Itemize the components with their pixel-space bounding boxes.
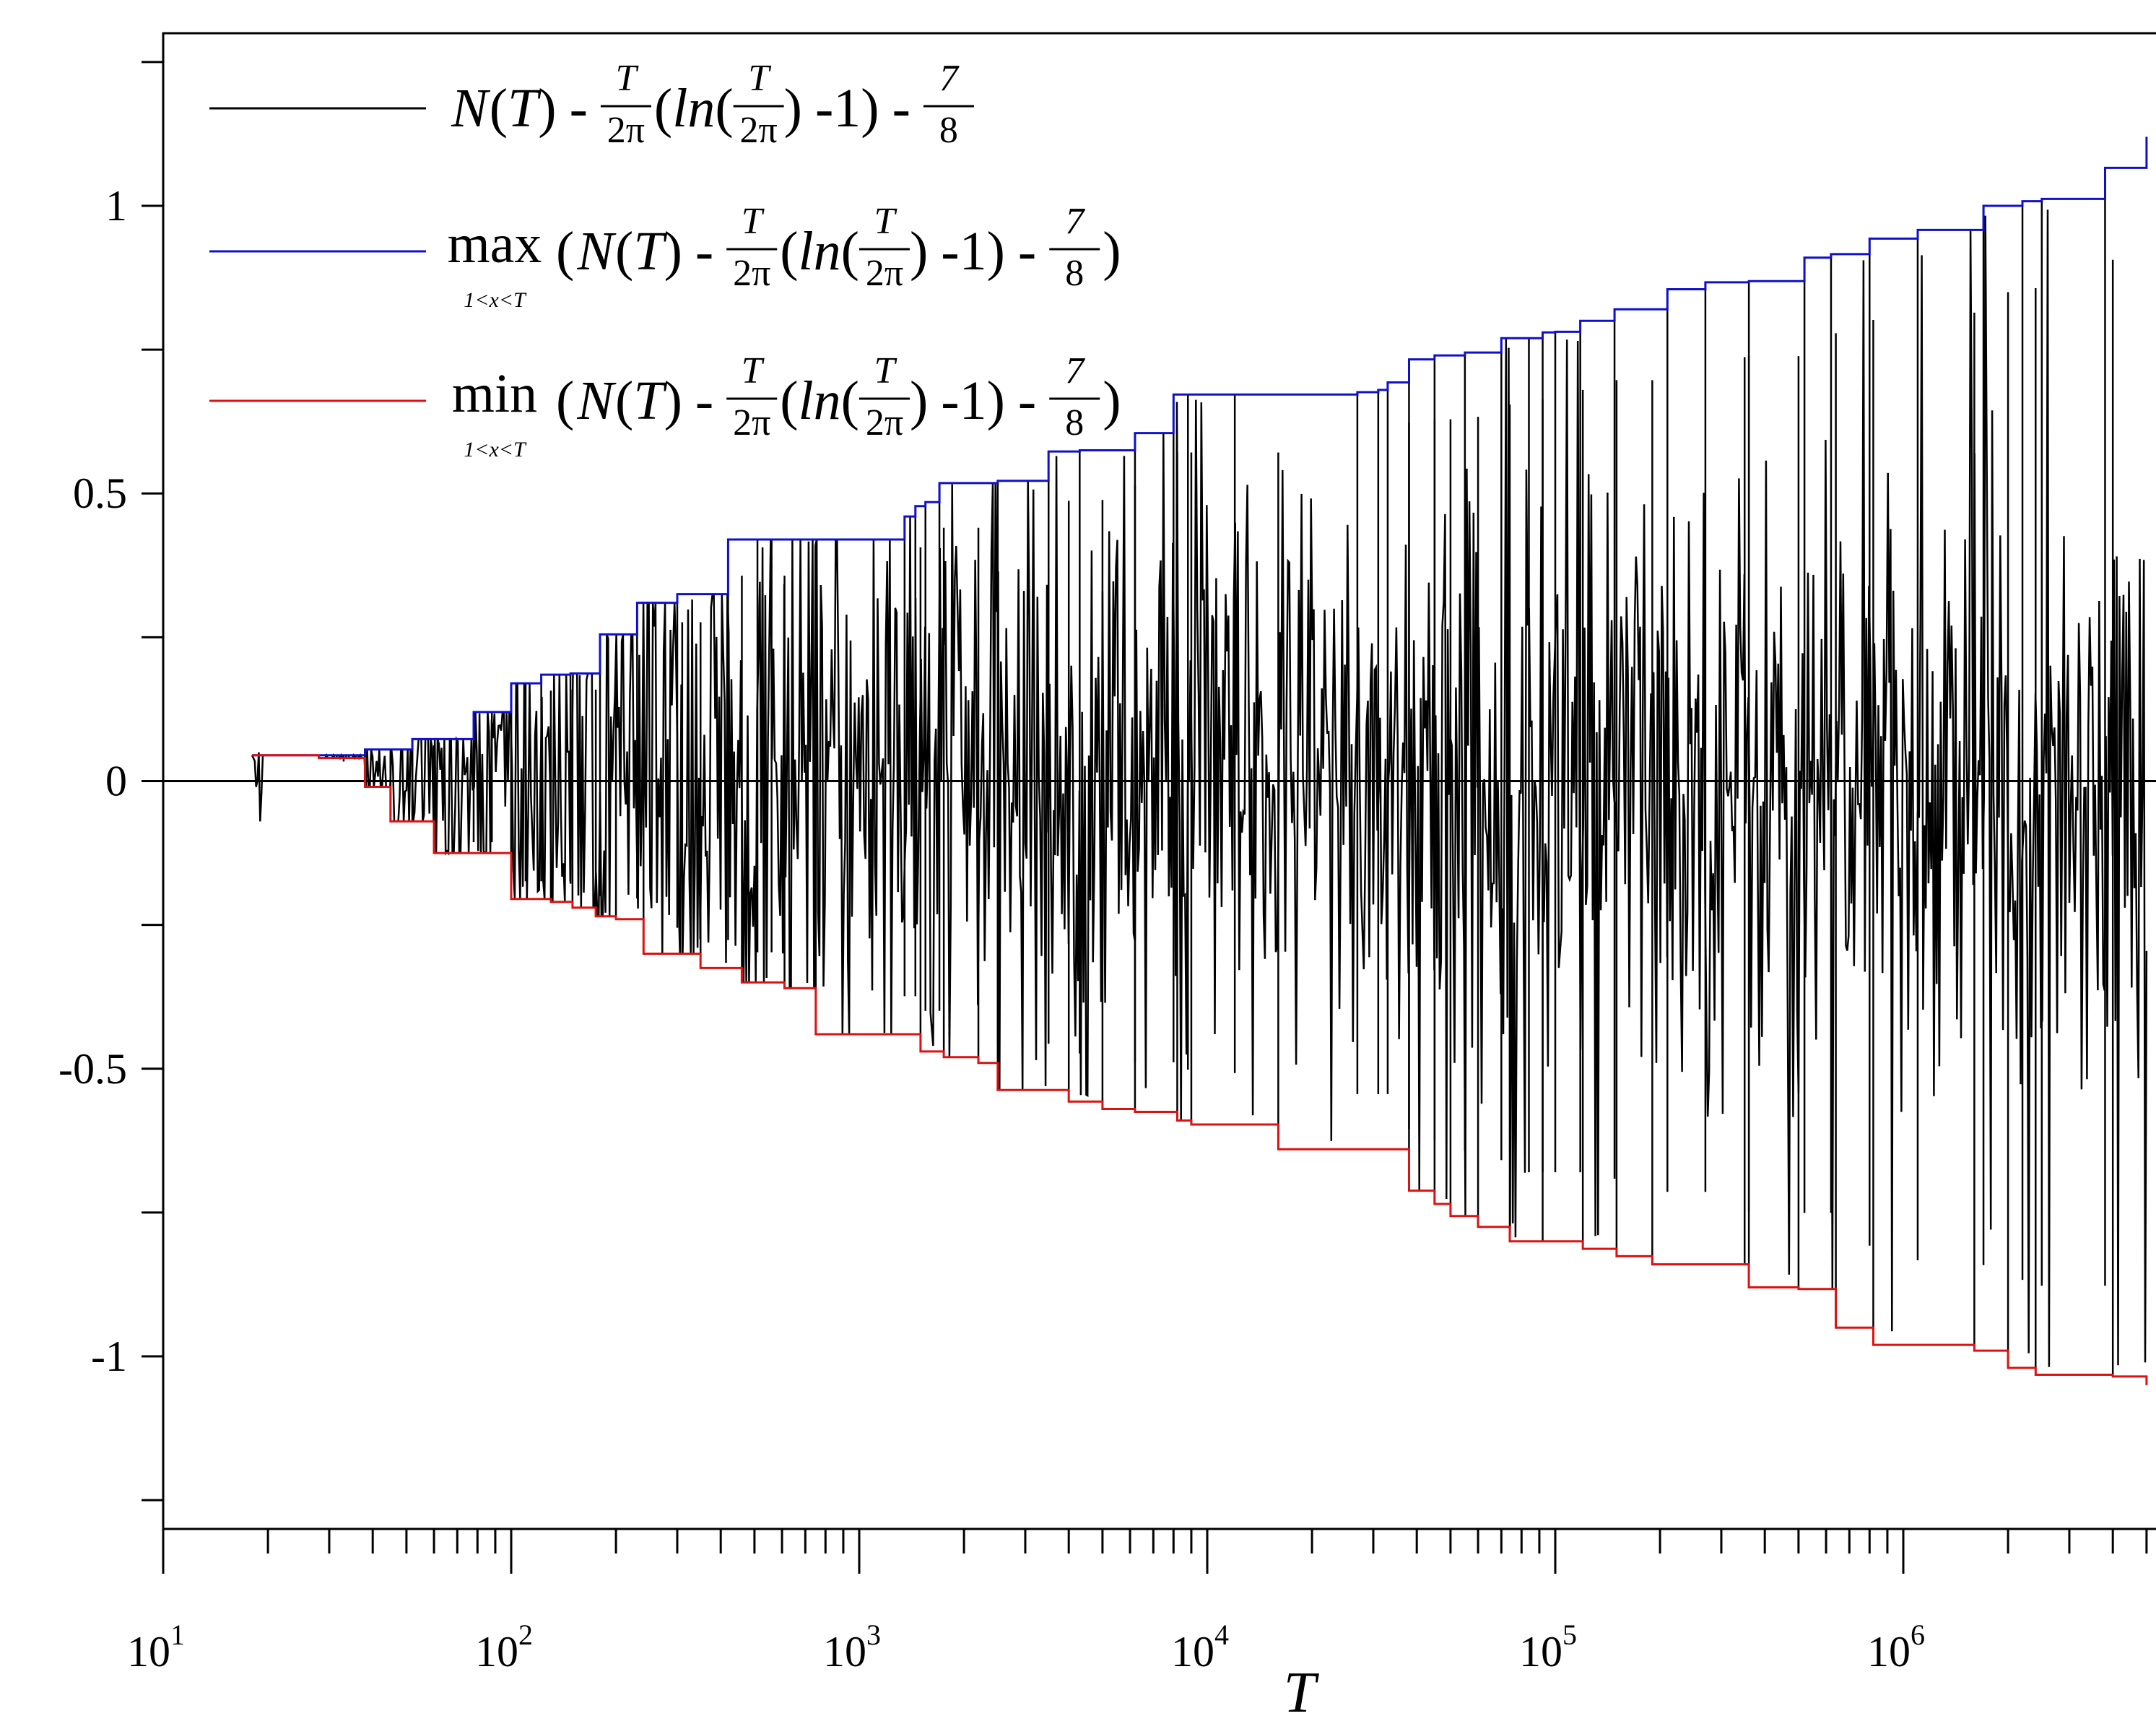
legend-expr-minus-one: -1) [941,370,1005,431]
legend-prefix: max [448,214,542,274]
legend-expr-N: N [576,370,617,431]
y-tick-label: -1 [91,1332,127,1380]
legend-frac-2-numerator: T [874,350,897,391]
legend-close-paren: ) [1103,370,1121,431]
x-axis-label: T [1284,1661,1320,1725]
legend-expr-paren: ( [615,221,633,282]
legend-frac-3-denominator: 8 [1065,402,1084,443]
legend-expr-paren: ) [538,78,556,139]
legend-expr-paren: ) [910,370,928,431]
legend-expr-T: T [633,221,667,282]
legend-frac-1-denominator: 2π [607,110,645,151]
legend-frac-3-numerator: 7 [1065,201,1085,242]
legend-expr-paren: ) [910,221,928,282]
legend-expr-paren: ) [784,78,802,139]
x-tick-label: 103 [823,1618,881,1676]
legend-expr-ln: ln [799,221,841,282]
legend-expr-minus: - [1018,221,1036,282]
legend-frac-1-numerator: T [742,350,765,391]
x-tick-label: 102 [475,1618,533,1676]
legend-expr-T: T [633,370,667,431]
legend-frac-3-denominator: 8 [939,110,958,151]
legend-expr-T: T [508,78,542,139]
legend-expr-paren: ) [664,370,682,431]
y-tick-label: 1 [105,182,127,230]
legend-expr-minus-one: -1) [941,221,1005,282]
legend-subscript: 1<x<T [464,438,527,462]
legend-frac-2-denominator: 2π [866,402,903,443]
x-tick-label: 101 [127,1618,185,1676]
legend-frac-1-denominator: 2π [733,253,770,294]
legend-expr-minus: - [1018,370,1036,431]
legend-expr-minus: - [695,370,713,431]
legend-expr-paren: ( [780,370,798,431]
legend-frac-3-numerator: 7 [939,58,960,99]
legend-open-paren: ( [556,370,574,431]
legend-expr-N: N [451,78,491,139]
y-tick-label: -0.5 [58,1045,127,1093]
x-tick-label: 105 [1519,1618,1577,1676]
legend-frac-1-numerator: T [742,201,765,242]
legend-frac-2-denominator: 2π [740,110,778,151]
legend-expr-paren: ( [715,78,733,139]
y-tick-label: 0 [105,758,127,805]
series-min-line [252,754,2148,1385]
plot-area [163,136,2156,1385]
series-max-line [252,136,2148,757]
legend-close-paren: ) [1103,221,1121,282]
legend-frac-2-denominator: 2π [866,253,903,294]
legend-expr-ln: ln [672,78,715,139]
legend-prefix: min [452,363,537,424]
legend-expr-minus: - [892,78,910,139]
legend-expr-minus: - [570,78,588,139]
legend-open-paren: ( [556,221,574,282]
legend-expr-minus-one: -1) [815,78,879,139]
x-tick-label: 104 [1171,1618,1229,1676]
legend-expr-paren: ( [841,370,859,431]
legend-expr-paren: ( [654,78,672,139]
legend-expr-paren: ( [780,221,798,282]
x-tick-label: 106 [1867,1618,1925,1676]
legend-frac-1-denominator: 2π [733,402,770,443]
legend-expr-paren: ( [490,78,508,139]
axes: 1 0.5 0 -0.5 -1 101 102 103 104 105 106 T [58,32,2156,1725]
legend-subscript: 1<x<T [464,288,527,312]
legend-expr-paren: ( [841,221,859,282]
y-tick-label: 0.5 [73,469,127,517]
legend-expr-paren: ) [664,221,682,282]
legend-expr-ln: ln [799,370,841,431]
legend-expr-N: N [576,221,617,282]
legend-expr-minus: - [695,221,713,282]
legend-expr-paren: ( [615,370,633,431]
legend-frac-3-denominator: 8 [1065,253,1084,294]
legend-frac-2-numerator: T [874,201,897,242]
legend-frac-1-numerator: T [615,58,638,99]
legend-frac-2-numerator: T [748,58,771,99]
legend-frac-3-numerator: 7 [1065,350,1085,391]
